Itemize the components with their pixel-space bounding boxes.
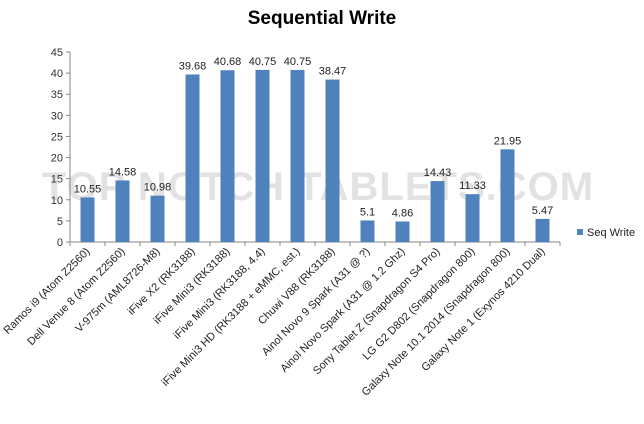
bar: [360, 220, 375, 242]
legend: Seq Write: [577, 227, 635, 239]
data-label: 40.75: [284, 56, 312, 68]
bar: [430, 181, 445, 242]
y-tick-label: 30: [51, 110, 63, 122]
data-label: 14.58: [109, 166, 137, 178]
bar: [150, 195, 165, 242]
bar: [500, 149, 515, 242]
bar: [395, 221, 410, 242]
bar: [185, 74, 200, 242]
y-axis: 0 5 10 15 20 25 30 35 40 45: [51, 47, 71, 249]
data-label: 38.47: [319, 66, 347, 78]
data-label: 5.1: [360, 206, 375, 218]
data-label: 10.98: [144, 182, 172, 194]
bar: [465, 194, 480, 242]
data-label: 14.43: [424, 167, 452, 179]
y-tick-label: 10: [51, 195, 63, 207]
category-labels: Ramos i9 (Atom Z2560)Dell Venue 8 (Atom …: [2, 246, 548, 399]
y-tick-label: 0: [57, 237, 63, 249]
bar: [115, 180, 130, 242]
bar: [325, 79, 340, 243]
bar-series: [80, 69, 550, 243]
y-tick-label: 25: [51, 131, 63, 143]
y-tick-label: 15: [51, 174, 63, 186]
bar: [535, 218, 550, 242]
data-label: 39.68: [179, 60, 207, 72]
data-label: 11.33: [459, 180, 486, 192]
data-label: 40.75: [249, 56, 277, 68]
data-label: 21.95: [494, 135, 522, 147]
bar: [255, 69, 270, 242]
data-label: 4.86: [392, 207, 413, 219]
data-label: 10.55: [74, 183, 102, 195]
category-label: Galaxy Note 1 (Exynos 4210 Dual): [419, 246, 547, 374]
legend-swatch: [577, 229, 583, 235]
category-label: Sony Tablet Z (Snapdragon S4 Pro): [311, 246, 443, 378]
bar: [220, 70, 235, 243]
y-tick-label: 45: [51, 47, 63, 59]
data-label: 40.68: [214, 56, 242, 68]
category-label: Ainol Novo Spark (A31 @ 1.2 Ghz): [278, 246, 407, 375]
legend-label: Seq Write: [587, 227, 635, 239]
bar: [80, 197, 95, 242]
x-axis: [69, 241, 561, 246]
data-labels: 10.55 14.58 10.98 39.68 40.68 40.75 40.75 38.47…: [74, 56, 553, 220]
y-tick-label: 20: [51, 153, 63, 165]
y-tick-label: 5: [57, 216, 63, 228]
y-tick-label: 40: [51, 68, 63, 80]
chart-title: Sequential Write: [247, 8, 397, 29]
bar: [290, 69, 305, 242]
data-label: 5.47: [532, 205, 553, 217]
y-tick-label: 35: [51, 89, 63, 101]
